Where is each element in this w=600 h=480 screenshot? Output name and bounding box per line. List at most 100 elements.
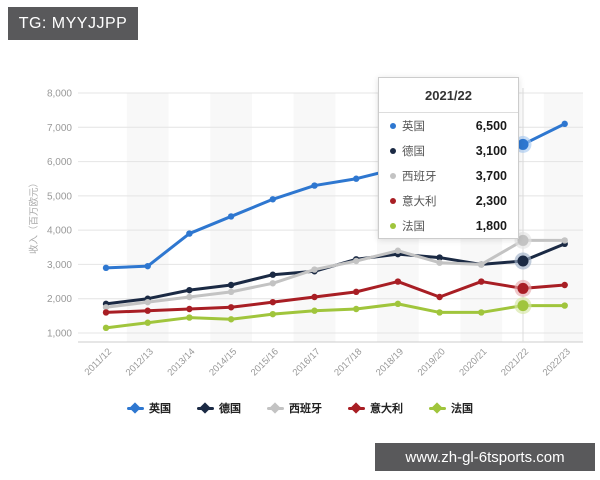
highlight-point-germany-2021/22[interactable] (517, 255, 529, 267)
data-point-germany-2014/15[interactable] (227, 281, 235, 289)
germany-bullet-icon (390, 147, 396, 154)
data-point-spain-2013/14[interactable] (186, 293, 193, 301)
tooltip-label: 法国 (402, 220, 425, 233)
tooltip-value: 3,100 (475, 143, 507, 158)
data-point-france-2013/14[interactable] (186, 314, 193, 321)
x-tick-label-2016/17: 2016/17 (291, 346, 323, 378)
x-tick-label-2012/13: 2012/13 (124, 346, 156, 378)
x-tick-label-2020/21: 2020/21 (457, 346, 489, 378)
spain-legend-marker-icon (267, 401, 284, 414)
data-point-spain-2022/23[interactable] (561, 237, 568, 244)
data-point-uk-2013/14[interactable] (186, 230, 193, 237)
highlight-point-uk-2021/22[interactable] (517, 138, 529, 150)
x-tick-label-2018/19: 2018/19 (374, 346, 406, 378)
data-point-spain-2014/15[interactable] (227, 288, 235, 296)
tooltip-row-uk: 英国 6,500 (379, 113, 518, 138)
data-point-uk-2011/12[interactable] (102, 264, 110, 272)
data-point-france-2017/18[interactable] (353, 305, 360, 313)
y-tick-label: 1,000 (47, 329, 72, 340)
data-point-italy-2012/13[interactable] (144, 307, 151, 314)
italy-legend-marker-icon (348, 401, 365, 414)
italy-bullet-icon (390, 197, 396, 204)
x-tick-label-2013/14: 2013/14 (165, 346, 197, 378)
tooltip-value: 1,800 (475, 218, 507, 233)
data-point-spain-2012/13[interactable] (144, 298, 151, 306)
legend-item-spain[interactable]: 西班牙 (267, 400, 322, 416)
legend-label: 意大利 (370, 403, 403, 415)
data-point-france-2022/23[interactable] (561, 302, 568, 309)
highlight-point-spain-2021/22[interactable] (517, 234, 529, 246)
telegram-badge: TG: MYYJJPP (8, 7, 138, 40)
data-point-france-2015/16[interactable] (269, 310, 276, 318)
data-point-france-2019/20[interactable] (436, 309, 443, 316)
y-axis-title: 收入（百万欧元） (28, 178, 40, 254)
legend-item-france[interactable]: 法国 (429, 400, 473, 416)
data-point-italy-2015/16[interactable] (269, 298, 276, 306)
data-point-germany-2019/20[interactable] (436, 254, 443, 261)
legend-label: 法国 (451, 403, 473, 415)
spain-bullet-icon (390, 172, 396, 179)
data-point-italy-2020/21[interactable] (478, 278, 485, 285)
x-tick-label-2011/12: 2011/12 (83, 346, 115, 378)
y-tick-label: 7,000 (47, 123, 72, 134)
data-point-uk-2015/16[interactable] (269, 196, 276, 203)
legend-item-germany[interactable]: 德国 (197, 400, 241, 416)
series-line-france (104, 302, 567, 330)
data-point-france-2018/19[interactable] (394, 300, 402, 308)
highlight-point-italy-2021/22[interactable] (517, 282, 529, 294)
data-point-italy-2018/19[interactable] (394, 278, 402, 285)
y-tick-label: 6,000 (47, 157, 72, 168)
data-point-spain-2017/18[interactable] (353, 257, 360, 265)
chart-legend: 英国 德国 西班牙 意大利 法国 (0, 398, 600, 418)
y-tick-label: 5,000 (47, 191, 72, 202)
uk-legend-marker-icon (127, 401, 144, 414)
data-point-italy-2016/17[interactable] (311, 293, 318, 301)
tooltip-row-germany: 德国 3,100 (379, 138, 518, 163)
plot-band-2016/17 (293, 93, 336, 342)
legend-item-italy[interactable]: 意大利 (348, 400, 403, 416)
data-point-spain-2015/16[interactable] (269, 280, 276, 287)
tooltip-title: 2021/22 (425, 88, 472, 103)
data-point-spain-2019/20[interactable] (436, 259, 443, 266)
data-point-spain-2020/21[interactable] (478, 261, 485, 268)
series-line-italy (104, 280, 567, 314)
data-point-spain-2018/19[interactable] (394, 247, 402, 254)
tooltip-label: 英国 (402, 120, 425, 133)
data-point-italy-2017/18[interactable] (353, 288, 360, 296)
x-tick-label-2014/15: 2014/15 (207, 346, 239, 378)
data-point-spain-2016/17[interactable] (311, 266, 318, 273)
france-legend-marker-icon (429, 401, 446, 414)
legend-item-uk[interactable]: 英国 (127, 400, 171, 416)
data-point-france-2012/13[interactable] (144, 319, 151, 326)
data-point-france-2014/15[interactable] (227, 316, 235, 323)
telegram-badge-text: TG: MYYJJPP (18, 14, 128, 32)
data-point-italy-2011/12[interactable] (102, 309, 110, 316)
data-point-italy-2022/23[interactable] (561, 281, 568, 289)
y-tick-label: 8,000 (47, 89, 72, 100)
data-point-germany-2015/16[interactable] (269, 271, 276, 278)
x-tick-label-2019/20: 2019/20 (416, 346, 448, 378)
data-point-uk-2014/15[interactable] (227, 213, 235, 220)
y-tick-label: 4,000 (47, 226, 72, 237)
x-tick-label-2015/16: 2015/16 (249, 346, 281, 378)
data-point-italy-2014/15[interactable] (227, 304, 235, 311)
data-point-france-2011/12[interactable] (102, 324, 110, 332)
tooltip-label: 德国 (402, 145, 425, 158)
data-point-italy-2013/14[interactable] (186, 305, 193, 313)
website-watermark-text: www.zh-gl-6tsports.com (405, 448, 565, 466)
legend-label: 西班牙 (289, 403, 322, 415)
highlight-point-france-2021/22[interactable] (517, 300, 529, 312)
data-point-germany-2013/14[interactable] (186, 286, 193, 294)
data-point-france-2016/17[interactable] (311, 307, 318, 314)
y-tick-label: 2,000 (47, 294, 72, 305)
data-point-uk-2012/13[interactable] (144, 262, 151, 270)
data-point-spain-2011/12[interactable] (102, 304, 110, 311)
tooltip-value: 3,700 (475, 168, 507, 183)
data-point-uk-2022/23[interactable] (561, 120, 568, 128)
data-point-uk-2017/18[interactable] (353, 175, 360, 182)
tooltip-value: 2,300 (475, 193, 507, 208)
tooltip-label: 西班牙 (402, 170, 437, 183)
data-point-italy-2019/20[interactable] (436, 293, 443, 301)
data-point-uk-2016/17[interactable] (311, 182, 318, 189)
data-point-france-2020/21[interactable] (478, 309, 485, 316)
